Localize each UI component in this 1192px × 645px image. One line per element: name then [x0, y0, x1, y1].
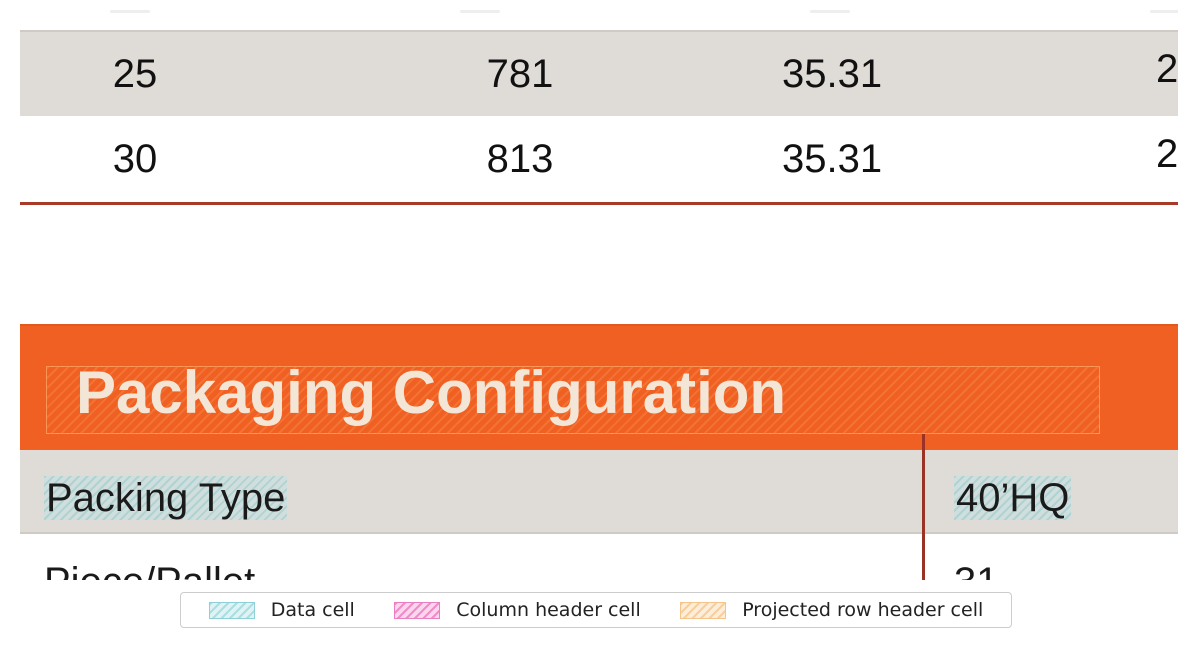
table-cell: 781 [250, 30, 750, 116]
legend-item-column-header: Column header cell [394, 599, 641, 621]
table-row: 25 781 35.31 2 [20, 30, 1178, 116]
legend: Data cell Column header cell Projected r… [180, 592, 1012, 628]
table-row [20, 534, 1178, 580]
packing-type-value: 40’HQ [954, 476, 1072, 521]
section-header: Packaging Configuration [20, 324, 1178, 452]
table-cell: 25 [20, 30, 250, 116]
table-row: 30 813 35.31 2 [20, 116, 1178, 204]
table-cell-text: 2 [1156, 131, 1178, 176]
projected-row-header-swatch [680, 601, 727, 619]
table-cell: 35.31 [750, 116, 970, 204]
packing-type-label: Packing Type [44, 476, 288, 521]
data-cell-highlight: 40’HQ [954, 476, 1072, 520]
piece-pallet-value: 31 [954, 560, 999, 580]
table-cell-clipped: 2 [970, 30, 1178, 116]
numeric-table: 25 781 35.31 2 30 813 35.31 2 [20, 30, 1178, 205]
table-row [20, 450, 1178, 534]
document-crop: 25 781 35.31 2 30 813 35.31 2 Packaging … [20, 0, 1178, 580]
piece-pallet-label: Piece/Pallet [44, 560, 255, 580]
table-cell-text: 2 [1156, 46, 1178, 91]
legend-label: Projected row header cell [742, 599, 984, 621]
data-cell-highlight: Packing Type [44, 476, 288, 520]
legend-item-data-cell: Data cell [208, 599, 355, 621]
projected-row-header-highlight [46, 366, 1100, 434]
table-cell: 30 [20, 116, 250, 204]
table-cell-clipped: 2 [970, 116, 1178, 204]
data-cell-swatch [208, 601, 255, 619]
legend-label: Column header cell [456, 599, 641, 621]
section-title: Packaging Configuration [76, 359, 787, 426]
table-cell: 35.31 [750, 30, 970, 116]
table-cell: 813 [250, 116, 750, 204]
column-header-swatch [394, 601, 441, 619]
legend-label: Data cell [270, 599, 355, 621]
column-divider [922, 434, 925, 580]
cropped-previous-row [20, 6, 1178, 20]
legend-item-projected-row-header: Projected row header cell [680, 599, 983, 621]
